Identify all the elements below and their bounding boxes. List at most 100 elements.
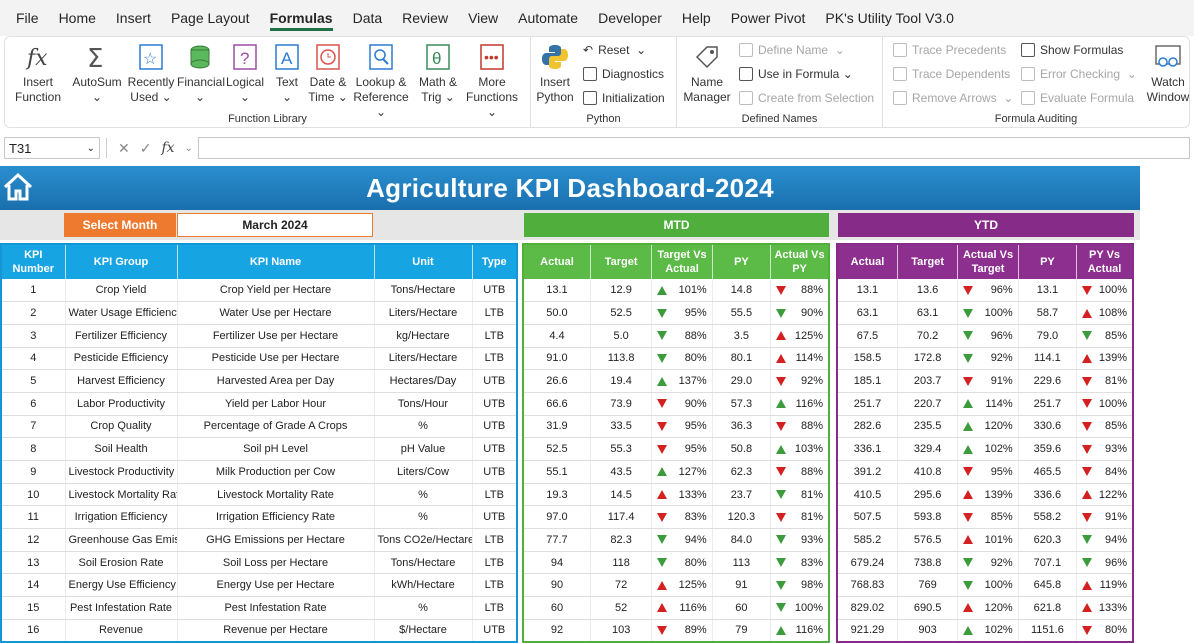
kpi-name-cell[interactable]: Irrigation Efficiency Rate: [177, 505, 375, 530]
ytd-actual-vs-target-cell[interactable]: 100%: [957, 301, 1019, 325]
type-cell[interactable]: LTB: [472, 301, 518, 325]
mtd-actual-cell[interactable]: 66.6: [523, 392, 591, 416]
kpi-number-cell[interactable]: 8: [1, 437, 66, 461]
lookup-reference-button[interactable]: Lookup & Reference ⌄: [349, 41, 413, 120]
mtd-actual-vs-py-cell[interactable]: 90%: [770, 301, 830, 325]
mtd-actual-cell[interactable]: 91.0: [523, 347, 591, 371]
mtd-target-cell[interactable]: 113.8: [590, 347, 653, 371]
kpi-number-cell[interactable]: 13: [1, 551, 66, 575]
ytd-py-cell[interactable]: 620.3: [1018, 528, 1078, 552]
kpi-group-cell[interactable]: Soil Health: [65, 437, 178, 461]
ytd-py-vs-actual-cell[interactable]: 81%: [1076, 369, 1134, 393]
mtd-py-cell[interactable]: 36.3: [712, 415, 772, 439]
type-cell[interactable]: UTB: [472, 279, 518, 303]
more-functions-button[interactable]: ••• More Functions ⌄: [461, 41, 523, 120]
mtd-target-vs-actual-cell[interactable]: 95%: [651, 301, 713, 325]
mtd-target-cell[interactable]: 52: [590, 596, 653, 620]
kpi-name-cell[interactable]: Milk Production per Cow: [177, 460, 375, 484]
kpi-name-cell[interactable]: Livestock Mortality Rate: [177, 483, 375, 507]
ytd-actual-cell[interactable]: 391.2: [837, 460, 898, 484]
kpi-number-cell[interactable]: 11: [1, 505, 66, 530]
kpi-group-cell[interactable]: Harvest Efficiency: [65, 369, 178, 393]
ytd-py-vs-actual-cell[interactable]: 85%: [1076, 415, 1134, 439]
confirm-icon[interactable]: ✓: [139, 139, 152, 156]
create-from-selection-button[interactable]: Create from Selection: [739, 91, 874, 105]
kpi-number-cell[interactable]: 16: [1, 619, 66, 643]
ytd-actual-vs-target-cell[interactable]: 91%: [957, 369, 1019, 393]
ytd-actual-vs-target-cell[interactable]: 120%: [957, 415, 1019, 439]
mtd-actual-cell[interactable]: 92: [523, 619, 591, 643]
ytd-actual-vs-target-cell[interactable]: 120%: [957, 596, 1019, 620]
mtd-actual-vs-py-cell[interactable]: 81%: [770, 483, 830, 507]
unit-cell[interactable]: Tons/Hour: [374, 392, 473, 416]
ytd-actual-vs-target-cell[interactable]: 114%: [957, 392, 1019, 416]
menu-data[interactable]: Data: [352, 10, 383, 26]
math-trig-button[interactable]: θ Math & Trig ⌄: [413, 41, 463, 105]
unit-cell[interactable]: kg/Hectare: [374, 324, 473, 348]
mtd-target-vs-actual-cell[interactable]: 80%: [651, 347, 713, 371]
ytd-actual-cell[interactable]: 921.29: [837, 619, 898, 643]
kpi-name-cell[interactable]: Soil Loss per Hectare: [177, 551, 375, 575]
kpi-group-cell[interactable]: Crop Yield: [65, 279, 178, 303]
mtd-py-cell[interactable]: 91: [712, 573, 772, 598]
menu-file[interactable]: File: [16, 10, 39, 26]
mtd-actual-vs-py-cell[interactable]: 114%: [770, 347, 830, 371]
kpi-name-cell[interactable]: Energy Use per Hectare: [177, 573, 375, 598]
kpi-group-cell[interactable]: Revenue: [65, 619, 178, 643]
mtd-actual-cell[interactable]: 90: [523, 573, 591, 598]
show-formulas-button[interactable]: Show Formulas: [1021, 43, 1123, 57]
ytd-target-cell[interactable]: 172.8: [897, 347, 959, 371]
mtd-target-vs-actual-cell[interactable]: 116%: [651, 596, 713, 620]
mtd-actual-vs-py-cell[interactable]: 81%: [770, 505, 830, 530]
mtd-actual-vs-py-cell[interactable]: 88%: [770, 460, 830, 484]
ytd-py-cell[interactable]: 251.7: [1018, 392, 1078, 416]
ytd-actual-cell[interactable]: 336.1: [837, 437, 898, 461]
unit-cell[interactable]: %: [374, 483, 473, 507]
define-name-button[interactable]: Define Name ⌄: [739, 43, 845, 57]
kpi-group-cell[interactable]: Greenhouse Gas Emissions: [65, 528, 178, 552]
ytd-target-cell[interactable]: 203.7: [897, 369, 959, 393]
mtd-target-vs-actual-cell[interactable]: 101%: [651, 279, 713, 303]
ytd-actual-vs-target-cell[interactable]: 96%: [957, 279, 1019, 303]
ytd-target-cell[interactable]: 738.8: [897, 551, 959, 575]
mtd-target-cell[interactable]: 43.5: [590, 460, 653, 484]
unit-cell[interactable]: Tons/Hectare: [374, 279, 473, 303]
ytd-py-cell[interactable]: 359.6: [1018, 437, 1078, 461]
kpi-number-cell[interactable]: 3: [1, 324, 66, 348]
initialization-button[interactable]: Initialization: [583, 91, 665, 105]
recently-used-button[interactable]: ☆ Recently Used ⌄: [125, 41, 177, 105]
ytd-actual-vs-target-cell[interactable]: 100%: [957, 573, 1019, 598]
mtd-py-cell[interactable]: 60: [712, 596, 772, 620]
type-cell[interactable]: LTB: [472, 347, 518, 371]
mtd-target-vs-actual-cell[interactable]: 125%: [651, 573, 713, 598]
type-cell[interactable]: UTB: [472, 392, 518, 416]
type-cell[interactable]: LTB: [472, 528, 518, 552]
watch-window-button[interactable]: Watch Window: [1145, 41, 1191, 105]
ytd-target-cell[interactable]: 70.2: [897, 324, 959, 348]
ytd-py-cell[interactable]: 114.1: [1018, 347, 1078, 371]
ytd-actual-cell[interactable]: 585.2: [837, 528, 898, 552]
mtd-py-cell[interactable]: 79: [712, 619, 772, 643]
trace-dependents-button[interactable]: Trace Dependents: [893, 67, 1010, 81]
kpi-group-cell[interactable]: Water Usage Efficiency: [65, 301, 178, 325]
kpi-name-cell[interactable]: Pesticide Use per Hectare: [177, 347, 375, 371]
mtd-actual-cell[interactable]: 50.0: [523, 301, 591, 325]
ytd-py-vs-actual-cell[interactable]: 100%: [1076, 279, 1134, 303]
kpi-group-cell[interactable]: Labor Productivity: [65, 392, 178, 416]
mtd-py-cell[interactable]: 29.0: [712, 369, 772, 393]
kpi-name-cell[interactable]: Pest Infestation Rate: [177, 596, 375, 620]
unit-cell[interactable]: %: [374, 596, 473, 620]
ytd-py-vs-actual-cell[interactable]: 122%: [1076, 483, 1134, 507]
diagnostics-button[interactable]: Diagnostics: [583, 67, 664, 81]
mtd-target-cell[interactable]: 118: [590, 551, 653, 575]
ytd-actual-vs-target-cell[interactable]: 102%: [957, 437, 1019, 461]
menu-home[interactable]: Home: [58, 10, 96, 26]
evaluate-formula-button[interactable]: Evaluate Formula: [1021, 91, 1134, 105]
mtd-actual-vs-py-cell[interactable]: 88%: [770, 415, 830, 439]
kpi-number-cell[interactable]: 6: [1, 392, 66, 416]
ytd-py-vs-actual-cell[interactable]: 139%: [1076, 347, 1134, 371]
ytd-target-cell[interactable]: 235.5: [897, 415, 959, 439]
ytd-py-vs-actual-cell[interactable]: 85%: [1076, 324, 1134, 348]
mtd-py-cell[interactable]: 55.5: [712, 301, 772, 325]
kpi-name-cell[interactable]: Soil pH Level: [177, 437, 375, 461]
